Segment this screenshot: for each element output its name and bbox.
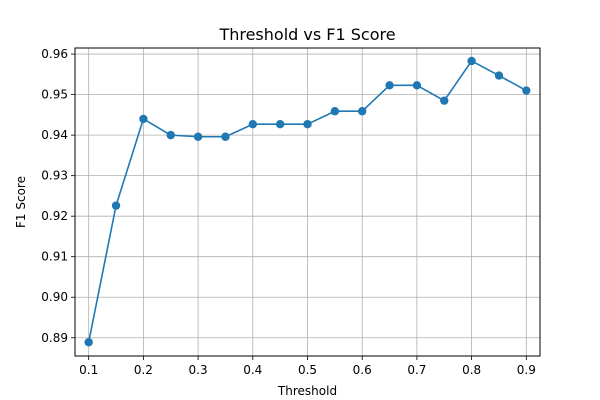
data-point (467, 56, 476, 66)
y-tick-label: 0.90 (41, 290, 68, 304)
y-tick-label: 0.92 (41, 209, 68, 223)
x-tick-label: 0.1 (79, 363, 98, 377)
x-axis-label: Threshold (277, 384, 337, 398)
data-point (248, 119, 257, 129)
data-point (111, 201, 121, 210)
x-tick-label: 0.8 (462, 363, 481, 377)
y-axis: 0.89 0.90 0.91 0.92 0.93 0.94 0.95 0.96 (41, 47, 75, 345)
x-tick-label: 0.6 (353, 363, 372, 377)
x-tick-label: 0.5 (298, 363, 317, 377)
data-point (440, 96, 449, 105)
data-point (522, 86, 531, 95)
data-point (84, 338, 93, 347)
data-point (385, 81, 394, 90)
data-point (303, 119, 312, 129)
data-point (166, 130, 175, 140)
y-tick-label: 0.89 (41, 331, 68, 345)
x-tick-label: 0.2 (134, 363, 153, 377)
y-tick-label: 0.96 (41, 47, 68, 61)
x-tick-label: 0.4 (243, 363, 262, 377)
x-axis: 0.1 0.2 0.3 0.4 0.5 0.6 0.7 0.8 0.9 (79, 356, 536, 377)
y-tick-label: 0.95 (41, 88, 68, 102)
chart-title: Threshold vs F1 Score (218, 25, 395, 44)
data-point (412, 81, 422, 90)
x-tick-label: 0.3 (189, 363, 208, 377)
data-point (330, 107, 340, 116)
x-tick-label: 0.7 (407, 363, 426, 377)
grid (75, 48, 540, 356)
x-tick-label: 0.9 (517, 363, 536, 377)
data-point (139, 114, 148, 124)
data-point (494, 71, 504, 80)
data-point (193, 132, 203, 141)
y-tick-label: 0.91 (41, 250, 68, 264)
y-tick-label: 0.93 (41, 169, 68, 183)
data-point (358, 107, 367, 116)
series-layer (84, 56, 531, 347)
data-point (221, 132, 230, 141)
data-point (275, 119, 285, 129)
y-tick-label: 0.94 (41, 128, 68, 142)
y-axis-label: F1 Score (14, 176, 28, 228)
